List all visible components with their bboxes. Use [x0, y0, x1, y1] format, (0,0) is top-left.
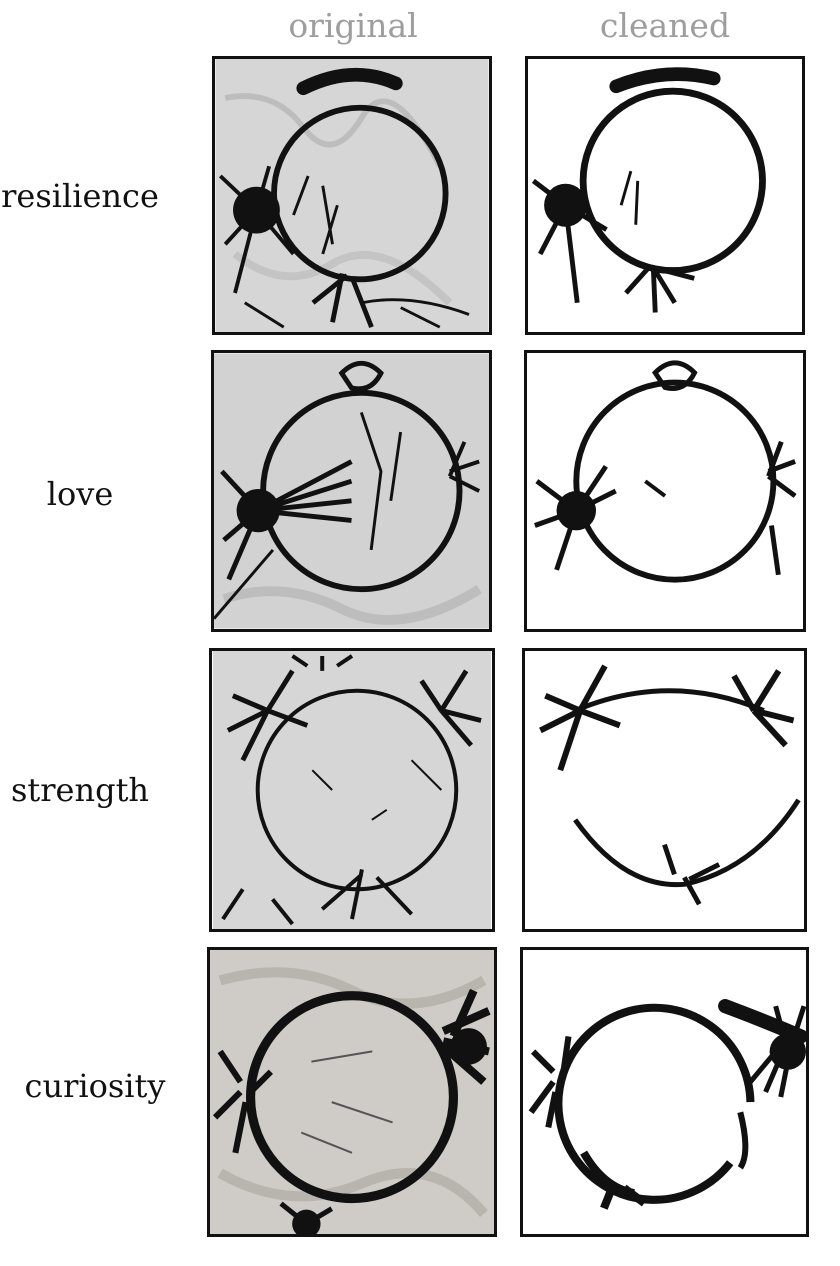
ink-circle-original-resilience	[215, 59, 489, 332]
ink-circle-original-strength	[213, 651, 491, 929]
ink-circle-cleaned-love	[527, 353, 803, 629]
original-image-strength	[209, 648, 495, 932]
row-label-curiosity: curiosity	[24, 1067, 166, 1105]
row-label-strength: strength	[10, 771, 150, 809]
cleaned-image-strength	[522, 648, 807, 932]
cleaned-image-love	[524, 350, 806, 632]
ink-circle-cleaned-strength	[525, 651, 804, 929]
ink-circle-original-curiosity	[210, 950, 494, 1234]
original-image-curiosity	[207, 947, 497, 1237]
cleaned-image-resilience	[525, 56, 805, 335]
ink-circle-cleaned-resilience	[528, 59, 802, 332]
row-label-resilience: resilience	[1, 177, 159, 215]
header-cleaned: cleaned	[599, 6, 731, 45]
cleaned-image-curiosity	[520, 947, 809, 1237]
original-image-resilience	[212, 56, 492, 335]
row-label-love: love	[46, 475, 114, 513]
original-image-love	[211, 350, 492, 632]
ink-circle-cleaned-curiosity	[523, 950, 806, 1234]
ink-circle-original-love	[214, 353, 489, 629]
header-original: original	[288, 6, 418, 45]
